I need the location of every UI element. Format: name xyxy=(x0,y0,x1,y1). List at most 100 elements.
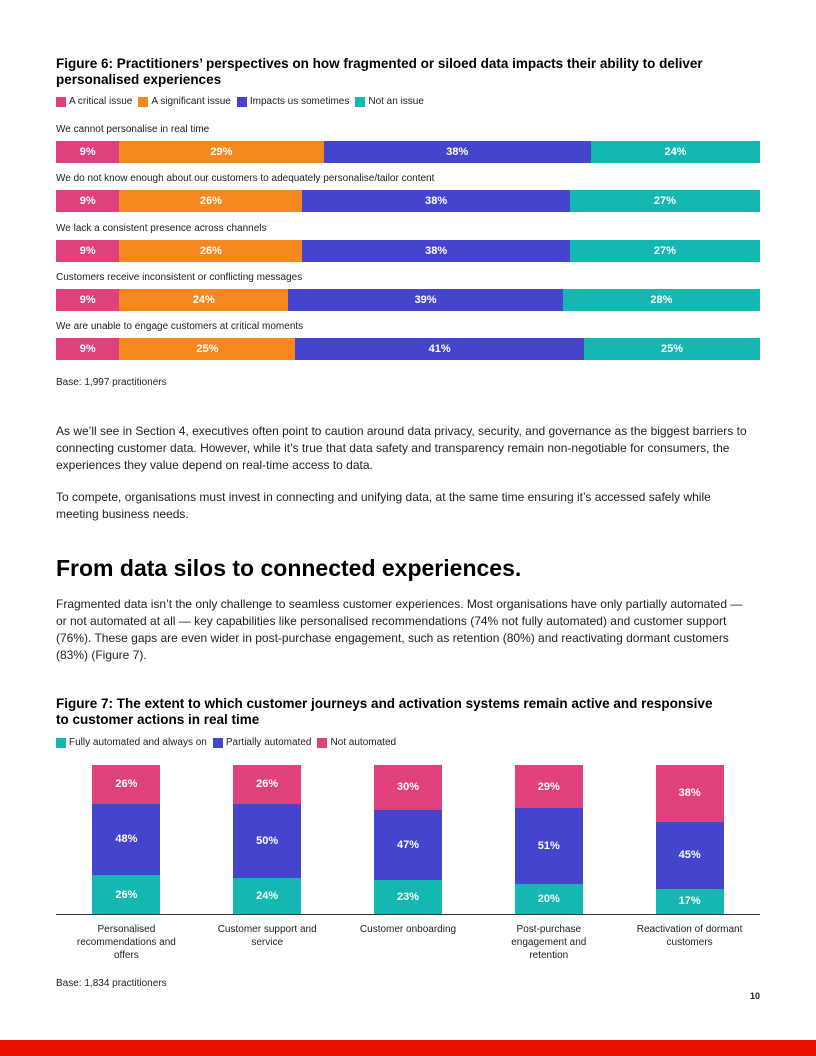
page-number: 10 xyxy=(749,991,760,1001)
bar-segment: 38% xyxy=(302,239,570,262)
bar-segment: 25% xyxy=(584,338,760,361)
data-label: 9% xyxy=(79,146,96,158)
legend-swatch xyxy=(56,737,66,748)
legend-item: Partially automated xyxy=(212,737,312,748)
bar-segment: 9% xyxy=(56,239,120,262)
data-label: 25% xyxy=(196,343,219,356)
bar-segment: 24% xyxy=(591,141,760,163)
bar-segment: 30% xyxy=(374,765,442,810)
legend-item: Not an issue xyxy=(355,96,424,107)
legend-label: Not automated xyxy=(330,737,397,748)
bar-segment: 29% xyxy=(119,141,324,163)
data-label: 26% xyxy=(115,778,138,791)
data-label: 47% xyxy=(396,838,420,851)
data-label: 45% xyxy=(678,849,701,862)
data-label: 9% xyxy=(79,195,96,208)
legend-swatch xyxy=(212,737,223,748)
paragraph: As we’ll see in Section 4, executives of… xyxy=(56,424,747,472)
bar-segment: 29% xyxy=(514,765,583,809)
legend-label: Fully automated and always on xyxy=(69,737,207,748)
bar-segment: 17% xyxy=(655,888,724,914)
legend: A critical issue A significant issue Impac… xyxy=(56,96,430,107)
data-label: 9% xyxy=(79,293,96,306)
category-label: Customer onboarding xyxy=(359,924,457,935)
category-label: We cannot personalise in real time xyxy=(56,124,210,135)
legend-item: Not automated xyxy=(317,737,396,748)
data-label: 41% xyxy=(428,343,451,356)
legend-label: Impacts us sometimes xyxy=(249,96,350,107)
bar-segment: 25% xyxy=(119,338,296,361)
data-label: 26% xyxy=(199,195,222,208)
data-label: 50% xyxy=(256,834,279,847)
bar-segment: 39% xyxy=(288,288,563,311)
footer-bar xyxy=(0,1040,816,1056)
category-label: We are unable to engage customers at cri… xyxy=(56,321,304,333)
bar-segment: 28% xyxy=(562,288,760,311)
data-label: 29% xyxy=(210,146,233,158)
bar-segment: 50% xyxy=(233,803,302,879)
bar-segment: 23% xyxy=(374,879,442,914)
bar-segment: 27% xyxy=(569,190,760,213)
bar-segment: 24% xyxy=(233,878,302,914)
data-label: 23% xyxy=(396,890,420,903)
bar-segment: 38% xyxy=(655,765,724,822)
legend-label: Partially automated xyxy=(225,737,312,748)
base-note: Base: 1,834 practitioners xyxy=(56,978,167,989)
legend-item: A critical issue xyxy=(56,96,132,107)
legend-swatch xyxy=(355,96,366,107)
category-label: Post-purchase engagement and retention xyxy=(511,924,587,961)
data-label: 25% xyxy=(660,343,684,356)
data-label: 9% xyxy=(79,244,96,257)
legend-item: Fully automated and always on xyxy=(56,737,207,748)
data-label: 38% xyxy=(425,195,448,208)
data-label: 38% xyxy=(425,244,448,257)
heading: From data silos to connected experiences… xyxy=(56,555,522,581)
bar-segment: 48% xyxy=(92,803,161,876)
bar-segment: 24% xyxy=(119,288,289,311)
category-label: Customer support and service xyxy=(217,924,317,948)
legend-label: A significant issue xyxy=(151,96,231,107)
category-label: Personalised recommendations and offers xyxy=(76,924,176,961)
bar-segment: 27% xyxy=(569,239,760,262)
data-label: 26% xyxy=(199,244,222,257)
base-note: Base: 1,997 practitioners xyxy=(56,377,167,388)
category-label: We do not know enough about our customer… xyxy=(56,173,435,185)
legend-swatch xyxy=(56,96,66,107)
legend-label: Not an issue xyxy=(368,96,424,107)
data-label: 17% xyxy=(678,895,701,908)
figure-title: Figure 7: The extent to which customer j… xyxy=(56,696,713,727)
baseline xyxy=(56,914,760,915)
bar-segment: 41% xyxy=(295,338,584,361)
bar-segment: 38% xyxy=(302,190,570,213)
data-label: 26% xyxy=(256,778,279,791)
bar-segment: 9% xyxy=(56,338,120,361)
bar-segment: 26% xyxy=(92,765,161,804)
legend-label: A critical issue xyxy=(69,96,133,107)
data-label: 26% xyxy=(115,888,138,901)
legend-swatch xyxy=(317,737,328,748)
data-label: 27% xyxy=(653,195,676,208)
bar-segment: 26% xyxy=(119,190,303,213)
bar-segment: 51% xyxy=(514,808,583,885)
data-label: 39% xyxy=(414,293,437,306)
data-label: 24% xyxy=(192,293,215,306)
data-label: 24% xyxy=(256,890,279,903)
category-label: Customers receive inconsistent or confli… xyxy=(56,271,303,283)
data-label: 20% xyxy=(537,893,560,906)
data-label: 24% xyxy=(664,146,687,158)
bar-segment: 9% xyxy=(56,190,120,213)
data-label: 38% xyxy=(446,146,469,158)
legend-swatch xyxy=(236,96,247,107)
legend-item: A significant issue xyxy=(138,96,231,107)
bar-segment: 47% xyxy=(374,809,442,880)
bar-segment: 9% xyxy=(56,288,120,311)
bar-segment: 20% xyxy=(514,884,583,914)
paragraph: Fragmented data isn’t the only challenge… xyxy=(56,597,743,662)
category-label: We lack a consistent presence across cha… xyxy=(56,222,267,234)
data-label: 29% xyxy=(537,780,560,793)
bar-segment: 38% xyxy=(323,141,592,163)
data-label: 51% xyxy=(537,840,560,853)
bar-segment: 26% xyxy=(233,765,302,804)
data-label: 28% xyxy=(650,293,673,306)
data-label: 27% xyxy=(653,244,676,257)
